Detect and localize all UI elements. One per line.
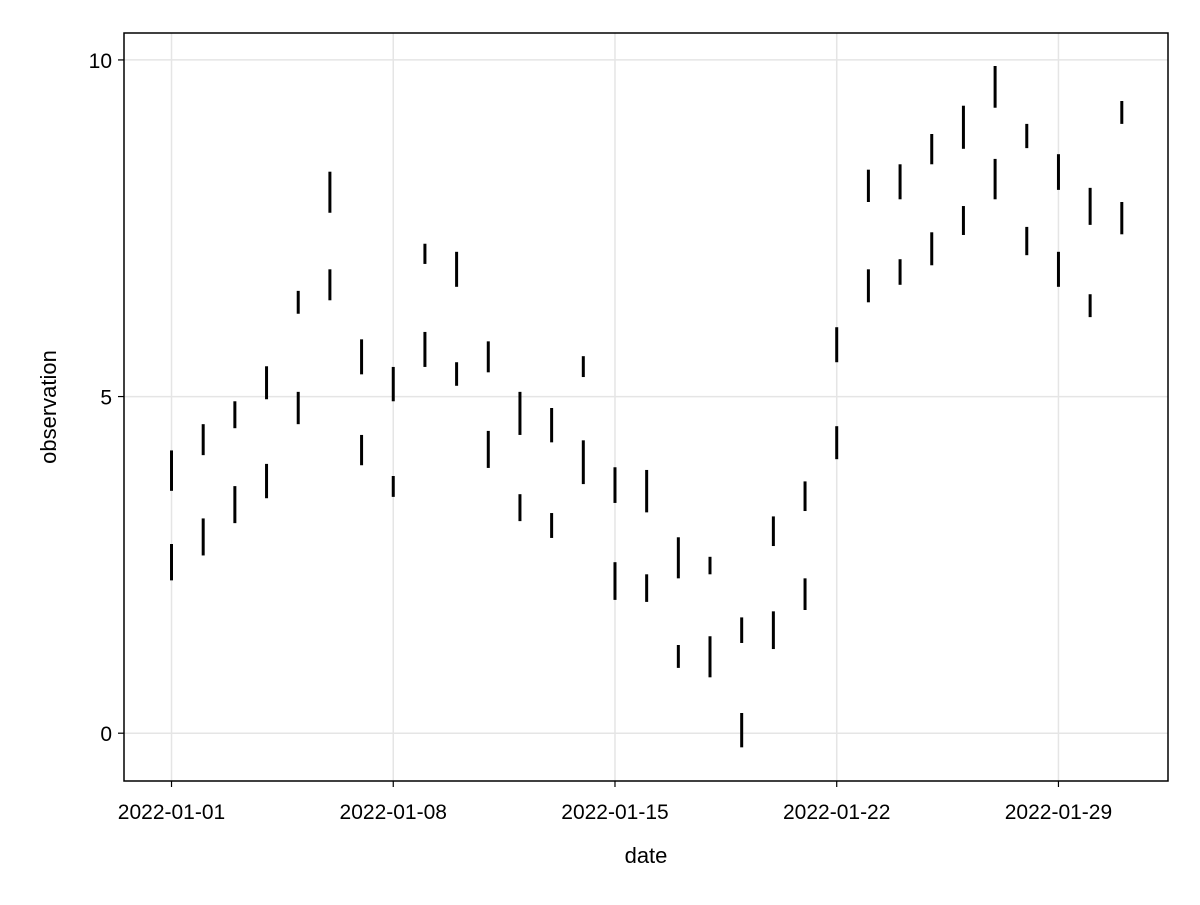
plot-frame	[123, 32, 1169, 782]
grid	[124, 33, 1168, 781]
x-tick-label: 2022-01-15	[561, 801, 668, 824]
x-axis: 2022-01-01 2022-01-08 2022-01-15 2022-01-22…	[118, 781, 1112, 824]
x-tick-label: 2022-01-29	[1005, 801, 1112, 824]
range-bars	[170, 65, 1124, 748]
y-axis-label: observation	[36, 350, 61, 464]
x-tick-label: 2022-01-22	[783, 801, 890, 824]
y-tick-label: 10	[89, 50, 112, 73]
y-tick-label: 0	[100, 723, 112, 746]
y-axis: 0 5 10	[89, 50, 124, 746]
x-tick-label: 2022-01-08	[340, 801, 447, 824]
y-tick-label: 5	[100, 387, 112, 410]
x-tick-label: 2022-01-01	[118, 801, 225, 824]
x-axis-label: date	[625, 843, 668, 868]
